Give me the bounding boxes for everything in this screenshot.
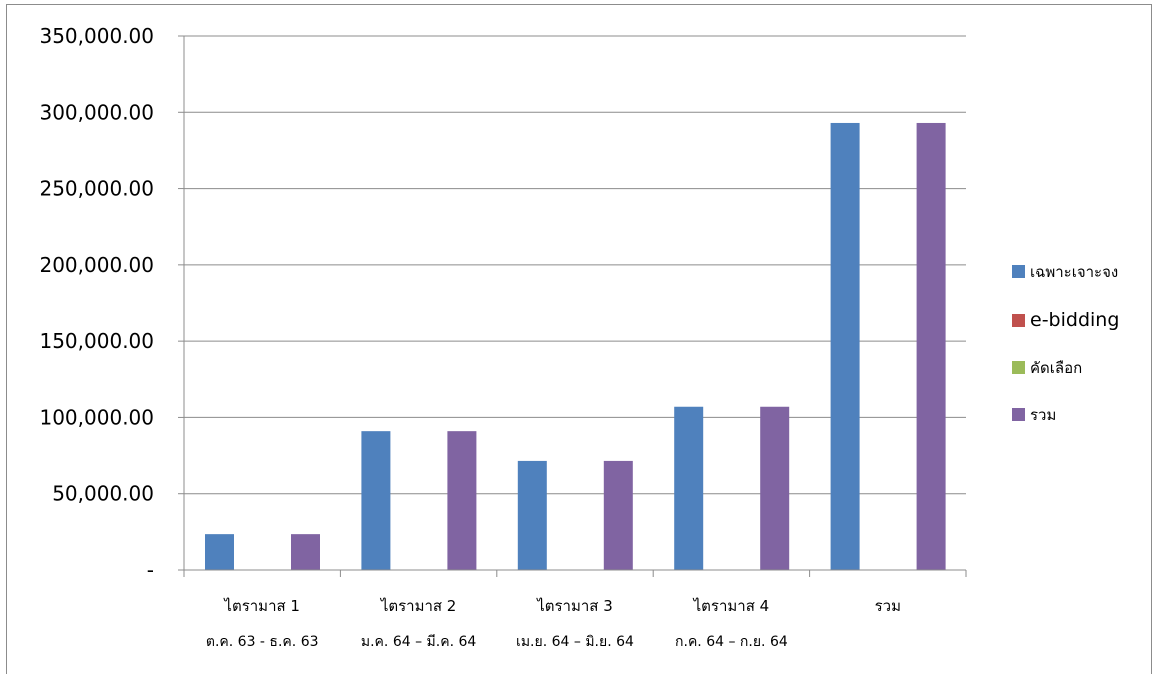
y-tick-label: 300,000.00 [39,100,154,124]
bars [205,122,946,571]
y-tick-label: 250,000.00 [39,177,154,201]
x-category-label: ไตรามาส 1 [223,597,300,615]
bar [760,406,790,570]
x-category-label: ไตรามาส 4 [693,597,770,615]
x-category-label: ไตรามาส 2 [380,597,457,615]
legend-swatch [1012,408,1025,421]
bar [517,460,547,570]
y-tick-label: - [147,558,154,582]
x-category-sublabel: ต.ค. 63 - ธ.ค. 63 [206,634,319,650]
y-tick-label: 150,000.00 [39,329,154,353]
x-category-label: รวม [875,597,901,615]
legend-entry: e-bidding [1030,309,1119,331]
bar [674,406,704,570]
legend-swatch [1012,361,1025,374]
y-tick-label: 100,000.00 [39,405,154,429]
legend-entry: คัดเลือก [1030,359,1082,377]
x-axis: ไตรามาส 1 ต.ค. 63 - ธ.ค. 63 ไตรามาส 2 ม.ค. … [183,569,967,650]
legend-swatch [1012,314,1025,327]
legend-entry: เฉพาะเจาะจง [1030,263,1118,281]
y-axis: - 50,000.00 100,000.00 150,000.00 200,000.00… [39,24,185,582]
x-category-sublabel: ก.ค. 64 – ก.ย. 64 [675,634,788,650]
legend-entry: รวม [1030,406,1056,424]
bar [603,460,633,570]
y-tick-label: 200,000.00 [39,253,154,277]
bar [291,534,320,570]
legend-swatch [1012,265,1025,278]
y-tick-label: 350,000.00 [39,24,154,48]
y-tick-label: 50,000.00 [52,482,154,506]
chart-frame [6,4,1152,674]
bar [447,431,477,570]
x-category-sublabel: ม.ค. 64 – มี.ค. 64 [361,634,477,650]
bar [916,122,946,571]
x-category-label: ไตรามาส 3 [536,597,613,615]
gridlines [184,35,966,495]
bar [361,431,391,570]
x-category-sublabel: เม.ย. 64 – มิ.ย. 64 [516,634,634,650]
bar [205,534,234,570]
bar [830,122,860,571]
